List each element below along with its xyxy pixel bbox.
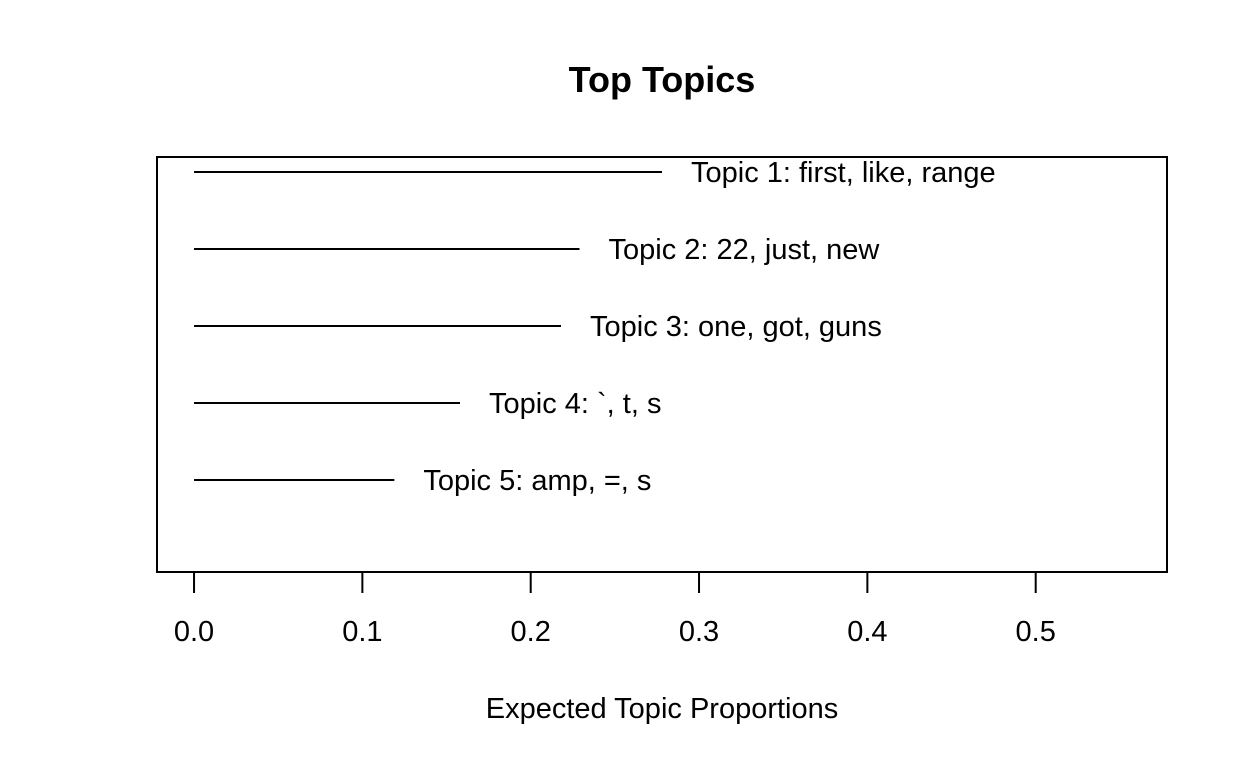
bars-group bbox=[194, 171, 662, 481]
x-tick-label-1: 0.1 bbox=[342, 616, 382, 648]
x-tick-label-4: 0.4 bbox=[847, 616, 887, 648]
topic-label-5: Topic 5: amp, =, s bbox=[423, 465, 651, 497]
x-axis: 0.0 0.1 0.2 0.3 0.4 0.5 bbox=[174, 571, 1056, 648]
topic-label-3: Topic 3: one, got, guns bbox=[590, 311, 882, 343]
x-tick-label-2: 0.2 bbox=[511, 616, 551, 648]
chart-title: Top Topics bbox=[569, 59, 756, 100]
x-tick-label-5: 0.5 bbox=[1016, 616, 1056, 648]
plot-frame bbox=[156, 156, 1168, 573]
x-tick-label-0: 0.0 bbox=[174, 616, 214, 648]
x-axis-label: Expected Topic Proportions bbox=[486, 693, 839, 725]
topic-labels-group: Topic 1: first, like, range Topic 2: 22, … bbox=[423, 157, 995, 497]
topic-label-2: Topic 2: 22, just, new bbox=[609, 234, 881, 266]
x-tick-label-3: 0.3 bbox=[679, 616, 719, 648]
topic-label-4: Topic 4: `, t, s bbox=[489, 388, 661, 420]
topic-label-1: Topic 1: first, like, range bbox=[691, 157, 996, 189]
